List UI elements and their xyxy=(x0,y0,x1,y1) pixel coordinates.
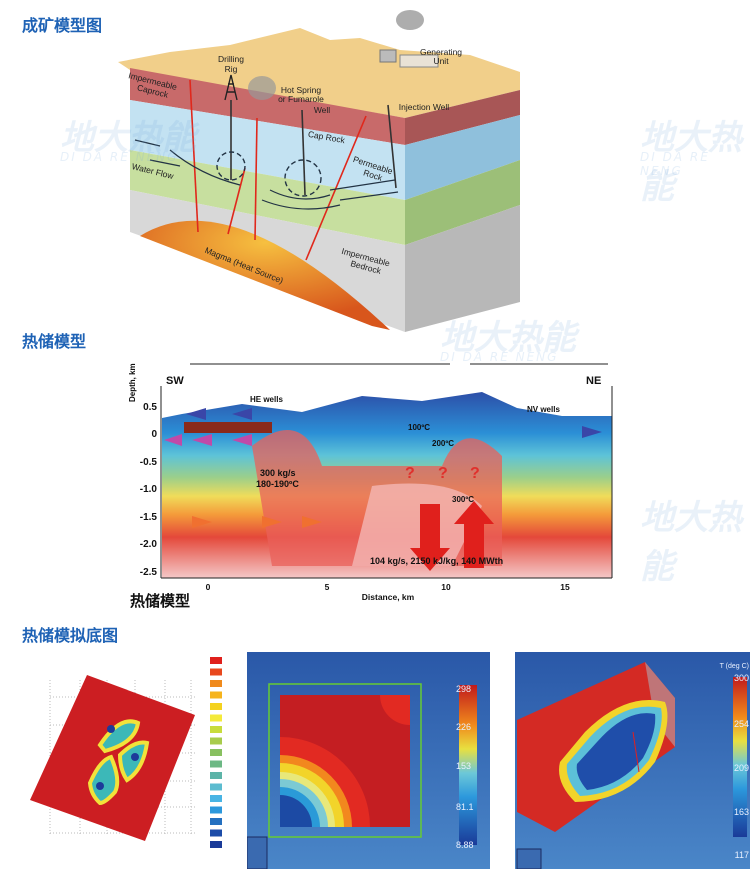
x-axis-label: Distance, km xyxy=(362,592,415,602)
x-tick: 5 xyxy=(325,582,330,592)
legend-swatch xyxy=(210,818,222,825)
y-tick: -2.5 xyxy=(140,567,158,578)
magma-chamber xyxy=(140,220,390,330)
legend-swatch xyxy=(210,749,222,756)
label-iso-200: 200ºC xyxy=(432,439,454,448)
label-hot-spring-2: or Fumarole xyxy=(278,94,324,104)
x-tick: 15 xyxy=(560,582,570,592)
y-tick: -2.0 xyxy=(140,539,158,550)
legend-swatch xyxy=(210,714,222,722)
legend-swatch xyxy=(210,806,222,814)
drilling-rig-icon xyxy=(224,74,238,101)
watermark: 地大热能 xyxy=(640,498,742,587)
legend-swatch xyxy=(210,772,222,779)
legend-swatch xyxy=(210,783,222,791)
colorbar-label: 298 xyxy=(456,684,471,694)
y-tick: -1.5 xyxy=(140,512,158,523)
question-mark: ? xyxy=(405,465,415,482)
legend-swatch xyxy=(210,760,222,768)
colorbar-label: 254 xyxy=(734,719,749,729)
y-tick: -1.0 xyxy=(140,484,158,495)
legend-swatch xyxy=(210,668,222,676)
legend-swatch xyxy=(210,657,222,664)
colorbar-label: 226 xyxy=(456,722,471,732)
layer-bar xyxy=(184,422,272,433)
label-sw: SW xyxy=(166,375,184,387)
legend-swatch xyxy=(210,829,222,837)
surface-layer xyxy=(118,28,520,118)
question-mark: ? xyxy=(470,465,480,482)
y-tick: -0.5 xyxy=(140,457,158,468)
x-tick: 0 xyxy=(206,582,211,592)
question-mark: ? xyxy=(438,465,448,482)
label-he-wells: HE wells xyxy=(250,395,283,404)
axis-widget xyxy=(516,848,542,869)
simulation-3d-panel: T (deg C) 300 254 209 163 117 xyxy=(515,652,750,869)
colorbar-label: 300 xyxy=(734,673,749,683)
green-layer xyxy=(130,150,405,245)
y-axis-label: Depth, km xyxy=(128,363,137,402)
label-ne: NE xyxy=(586,375,601,387)
simulation-2d-panel: 298 226 153 81.1 8.88 xyxy=(247,652,490,869)
colorbar xyxy=(459,685,477,845)
label-iso-100: 100ºC xyxy=(408,423,430,432)
legend-swatch xyxy=(210,841,222,848)
section-title-reservoir-model: 热储模型 xyxy=(22,332,87,351)
legend-swatch xyxy=(210,680,222,687)
colorbar-label: 209 xyxy=(734,763,749,773)
colorbar-label: 117 xyxy=(735,850,749,860)
colorbar-label: 81.1 xyxy=(456,802,474,812)
y-tick: 0 xyxy=(151,429,157,440)
caprock-layer xyxy=(130,68,405,145)
legend-swatch xyxy=(210,691,222,699)
label-hot-spring: Hot Spring xyxy=(281,85,321,95)
label-flow-rate: 300 kg/s xyxy=(260,468,296,478)
axis-widget xyxy=(247,836,268,869)
wells xyxy=(230,100,397,196)
geothermal-block-diagram: Drilling Rig Generating Unit Hot Spring … xyxy=(118,10,520,332)
section-title-ore-model: 成矿模型图 xyxy=(22,16,103,35)
legend-swatch xyxy=(210,737,222,745)
label-flow-temp: 180-190ºC xyxy=(256,479,299,489)
water-flow-arrows xyxy=(134,139,399,210)
legend-swatch xyxy=(210,726,222,733)
colorbar-label: 163 xyxy=(734,807,749,817)
label-output-note: 104 kg/s, 2150 kJ/kg, 140 MWth xyxy=(370,556,503,566)
colorbar-label: 8.88 xyxy=(456,840,474,850)
colorbar-unit: T (deg C) xyxy=(720,663,749,670)
fault-lines xyxy=(189,79,367,261)
simulation-map-panel xyxy=(25,645,230,863)
colorbar-label: 153 xyxy=(456,761,471,771)
label-generating-unit: Generating xyxy=(420,47,462,57)
label-nv-wells: NV wells xyxy=(527,405,560,414)
y-tick: 0.5 xyxy=(143,402,157,413)
label-iso-300: 300ºC xyxy=(452,495,474,504)
label-generating-unit-2: Unit xyxy=(433,56,449,66)
label-drilling-rig: Drilling xyxy=(218,54,244,64)
label-drilling-rig-2: Rig xyxy=(225,64,238,74)
temperature-legend xyxy=(210,657,222,848)
legend-swatch xyxy=(210,703,222,710)
legend-swatch xyxy=(210,795,222,802)
reservoir-cross-section: SW NE HE wells NV wells 100ºC 200ºC 300º… xyxy=(122,356,620,610)
generating-plant-icon xyxy=(399,54,439,68)
permeable-layer xyxy=(130,100,405,200)
cross-section-caption: 热储模型 xyxy=(130,592,190,610)
x-tick: 10 xyxy=(441,582,451,592)
section-title-simulation: 热储模拟底图 xyxy=(22,626,119,645)
label-well: Well xyxy=(314,105,330,115)
colorbar xyxy=(733,677,747,837)
flow-arrows xyxy=(164,408,602,571)
label-injection-well: Injection Well xyxy=(399,102,450,112)
